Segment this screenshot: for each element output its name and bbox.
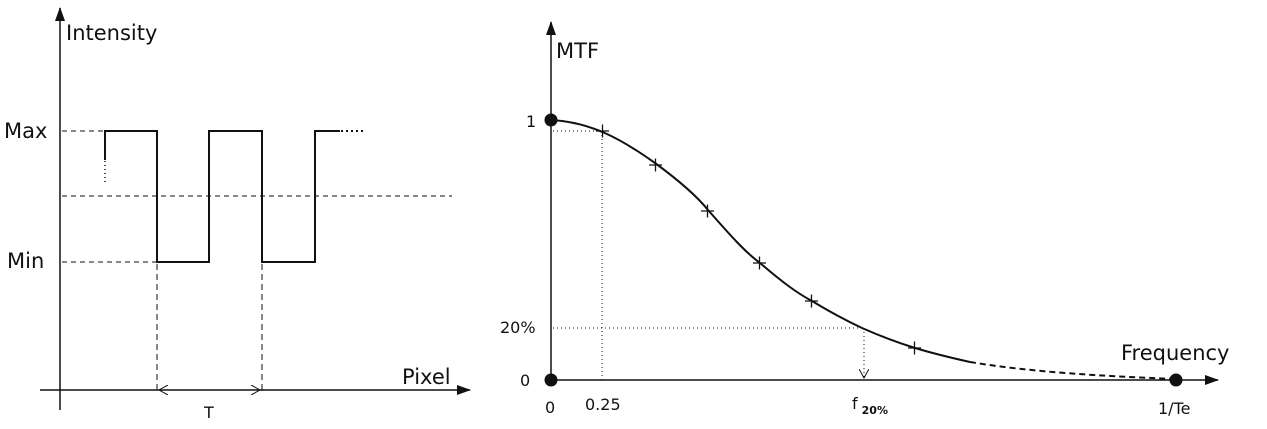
pixel-axis-label: Pixel [402,365,451,389]
sample-marker [596,124,609,138]
point-mtf-1 [544,113,558,127]
x-tick-end: 1/Te [1158,399,1190,418]
sample-marker [908,341,921,355]
sample-marker [753,256,766,270]
square-wave [104,130,340,263]
sample-marker [701,204,714,218]
point-cutoff [1169,373,1183,387]
x-tick-f20-sub: 20% [862,404,888,417]
sample-marker [649,158,662,172]
y-tick-20: 20% [500,318,536,337]
square-wave-diagram: Intensity Pixel Max Min T [4,7,471,422]
mtf-curve [550,119,971,363]
min-label: Min [7,249,44,273]
x-tick-025: 0.25 [585,395,621,414]
x-tick-f20: f 20% [852,394,888,417]
mtf-curve-extrapolated [969,361,1176,380]
mtf-diagram: MTF Frequency 1 20% 0 0 0.25 f 20% 1/Te [500,21,1230,418]
x-tick-0: 0 [545,398,555,417]
max-label: Max [4,119,47,143]
sample-markers [596,124,921,355]
y-tick-1: 1 [526,112,536,131]
period-label: T [203,403,214,422]
mtf-axis-label: MTF [556,39,599,63]
intensity-axis-label: Intensity [66,21,157,45]
point-origin [544,373,558,387]
sample-marker [805,294,818,308]
y-tick-0: 0 [520,371,530,390]
x-tick-f20-main: f [852,394,858,413]
frequency-axis-label: Frequency [1121,341,1230,365]
